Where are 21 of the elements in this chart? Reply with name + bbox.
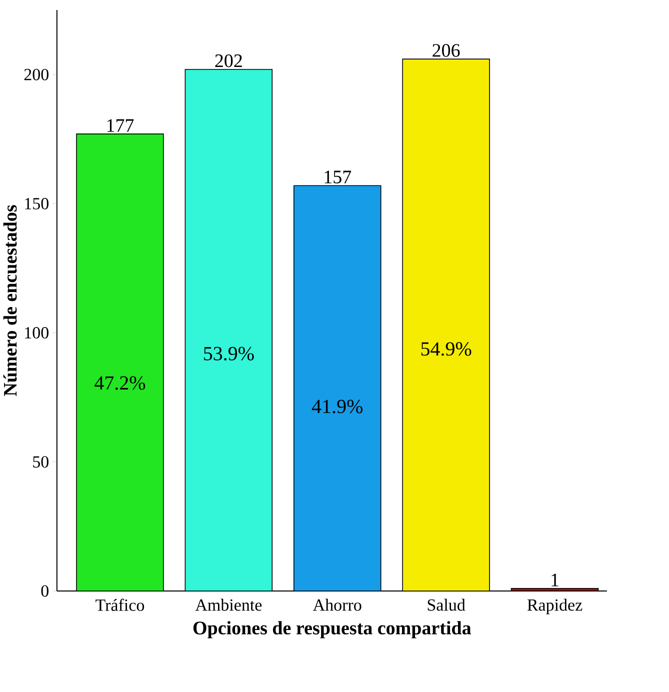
data-label: 206 (432, 44, 460, 57)
data-label: 157 (324, 170, 352, 184)
x-tick-label: Rapidez (527, 598, 582, 614)
data-label: 202 (215, 54, 242, 68)
x-tick-label: Salud (428, 598, 466, 611)
data-label: 177 (107, 119, 134, 132)
annotation: 41.9% (312, 400, 363, 414)
y-tick-label: 100 (25, 327, 49, 339)
annotation: 53.9% (204, 346, 254, 360)
y-axis-title: Número de encuestados (3, 205, 17, 396)
x-tick-label: Tráfico (96, 598, 144, 611)
data-label: 1 (552, 574, 558, 586)
y-tick-label: 200 (24, 68, 49, 80)
x-tick-label: Ambiente (195, 598, 262, 611)
y-tick-label: 150 (25, 198, 49, 210)
x-axis-title: Opciones de respuesta compartida (193, 621, 472, 638)
x-tick-label: Ahorro (313, 598, 362, 611)
y-tick-label: 0 (41, 585, 49, 597)
annotation: 47.2% (94, 376, 146, 390)
annotation: 54.9% (421, 342, 472, 356)
y-tick-label: 50 (33, 456, 49, 468)
